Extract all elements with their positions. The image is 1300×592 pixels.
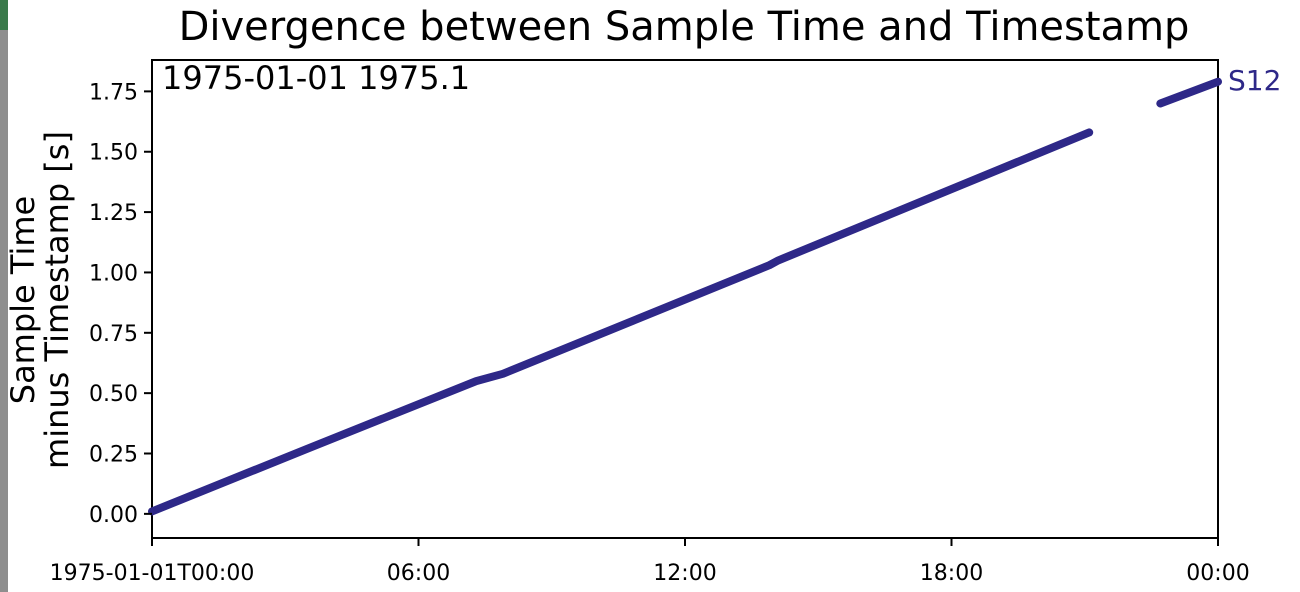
y-tick-label: 1.50 — [89, 141, 138, 166]
y-axis-label: Sample Time minus Timestamp [s] — [4, 131, 76, 469]
series-line-segment — [1156, 77, 1222, 108]
chart-title: Divergence between Sample Time and Times… — [179, 4, 1190, 50]
y-tick-label: 1.00 — [89, 261, 138, 286]
y-axis-label-line-1: Sample Time — [4, 196, 42, 404]
left-edge-strip — [0, 0, 8, 592]
x-tick-label: 1975-01-01T00:00 — [50, 561, 255, 586]
y-axis-ticks: 0.00 0.25 0.50 0.75 1.00 1.25 1.50 1.75 — [89, 80, 152, 528]
x-tick-label: 06:00 — [387, 561, 450, 586]
y-tick-label: 0.00 — [89, 503, 138, 528]
x-tick-label: 18:00 — [920, 561, 983, 586]
x-tick-label: 00:00 — [1186, 561, 1249, 586]
date-annotation: 1975-01-01 1975.1 — [162, 59, 470, 97]
series-layer — [148, 77, 1222, 516]
y-axis-label-line-2: minus Timestamp [s] — [38, 131, 76, 469]
y-tick-label: 1.75 — [89, 80, 138, 105]
left-edge-strip-accent — [0, 0, 8, 30]
x-axis-ticks: 1975-01-01T00:00 06:00 12:00 18:00 00:00 — [50, 538, 1250, 586]
series-label-s12: S12 — [1228, 64, 1281, 97]
series-line-segment — [148, 128, 1094, 516]
y-tick-label: 1.25 — [89, 201, 138, 226]
x-tick-label: 12:00 — [653, 561, 716, 586]
y-tick-label: 0.25 — [89, 443, 138, 468]
y-tick-label: 0.75 — [89, 322, 138, 347]
y-tick-label: 0.50 — [89, 382, 138, 407]
